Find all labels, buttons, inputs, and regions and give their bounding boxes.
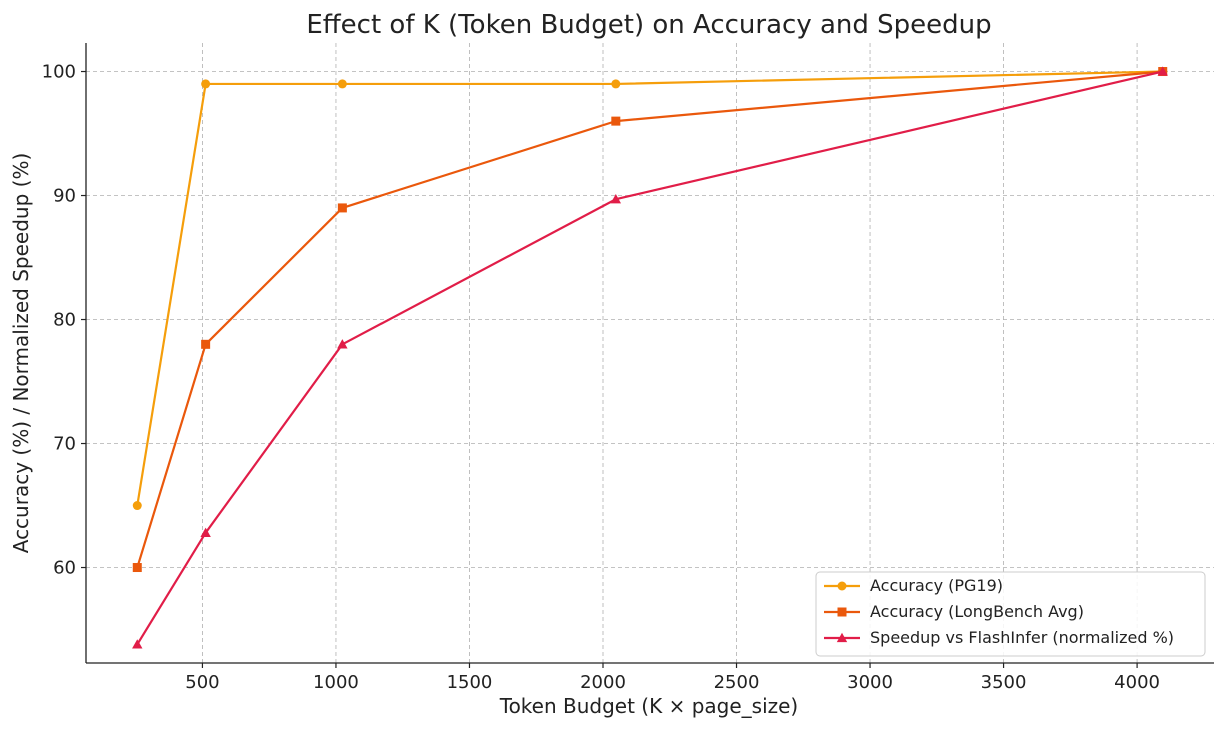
data-point [132,501,142,511]
legend: Accuracy (PG19) Accuracy (LongBench Avg) S… [815,571,1206,657]
data-point [132,639,143,649]
data-point [611,79,621,89]
data-point [201,339,211,349]
legend-marker [836,632,848,643]
grid [86,43,1214,663]
data-point [610,194,622,204]
chart-title: Effect of K (Token Budget) on Accuracy a… [306,10,991,40]
legend-entry: Accuracy (LongBench Avg) [824,602,1084,621]
x-tick-label: 3500 [981,672,1027,693]
x-tick-label: 3000 [847,672,893,693]
x-tick-label: 2000 [580,672,626,693]
x-tick-label: 1500 [447,672,493,693]
data-point [1157,66,1168,76]
x-tick-label: 1000 [313,672,359,693]
y-tick-label: 70 [53,434,76,455]
y-tick-label: 80 [53,310,76,331]
series-group [132,66,1168,649]
x-axis-label: Token Budget (K × page_size) [499,694,798,718]
tick-labels: 500 1000 1500 2000 2500 3000 3500 4000 60 70 80 90 1… [42,62,1160,693]
y-tick-label: 90 [53,186,76,207]
legend-marker [837,581,847,591]
data-point [201,79,211,89]
y-tick-label: 60 [53,558,76,579]
series-3 [132,66,1168,649]
data-point [337,339,348,349]
legend-entry: Accuracy (PG19) [824,576,1003,595]
data-point [337,79,347,89]
legend-label: Speedup vs FlashInfer (normalized %) [870,628,1174,647]
legend-label: Accuracy (LongBench Avg) [870,602,1084,621]
data-point [337,203,347,213]
data-point [132,563,142,573]
y-axis-label: Accuracy (%) / Normalized Speedup (%) [9,153,33,554]
x-tick-label: 500 [185,672,219,693]
data-point [611,116,621,126]
legend-marker [837,607,847,617]
x-tick-label: 2500 [714,672,760,693]
axes [81,43,1214,668]
x-tick-label: 4000 [1114,672,1160,693]
legend-entry: Speedup vs FlashInfer (normalized %) [824,628,1174,647]
legend-label: Accuracy (PG19) [870,576,1003,595]
series-line [136,70,1163,506]
series-line [136,70,1163,645]
data-point [200,527,211,537]
legend-box [815,571,1206,657]
y-tick-label: 100 [42,62,76,83]
series-1 [132,67,1168,511]
